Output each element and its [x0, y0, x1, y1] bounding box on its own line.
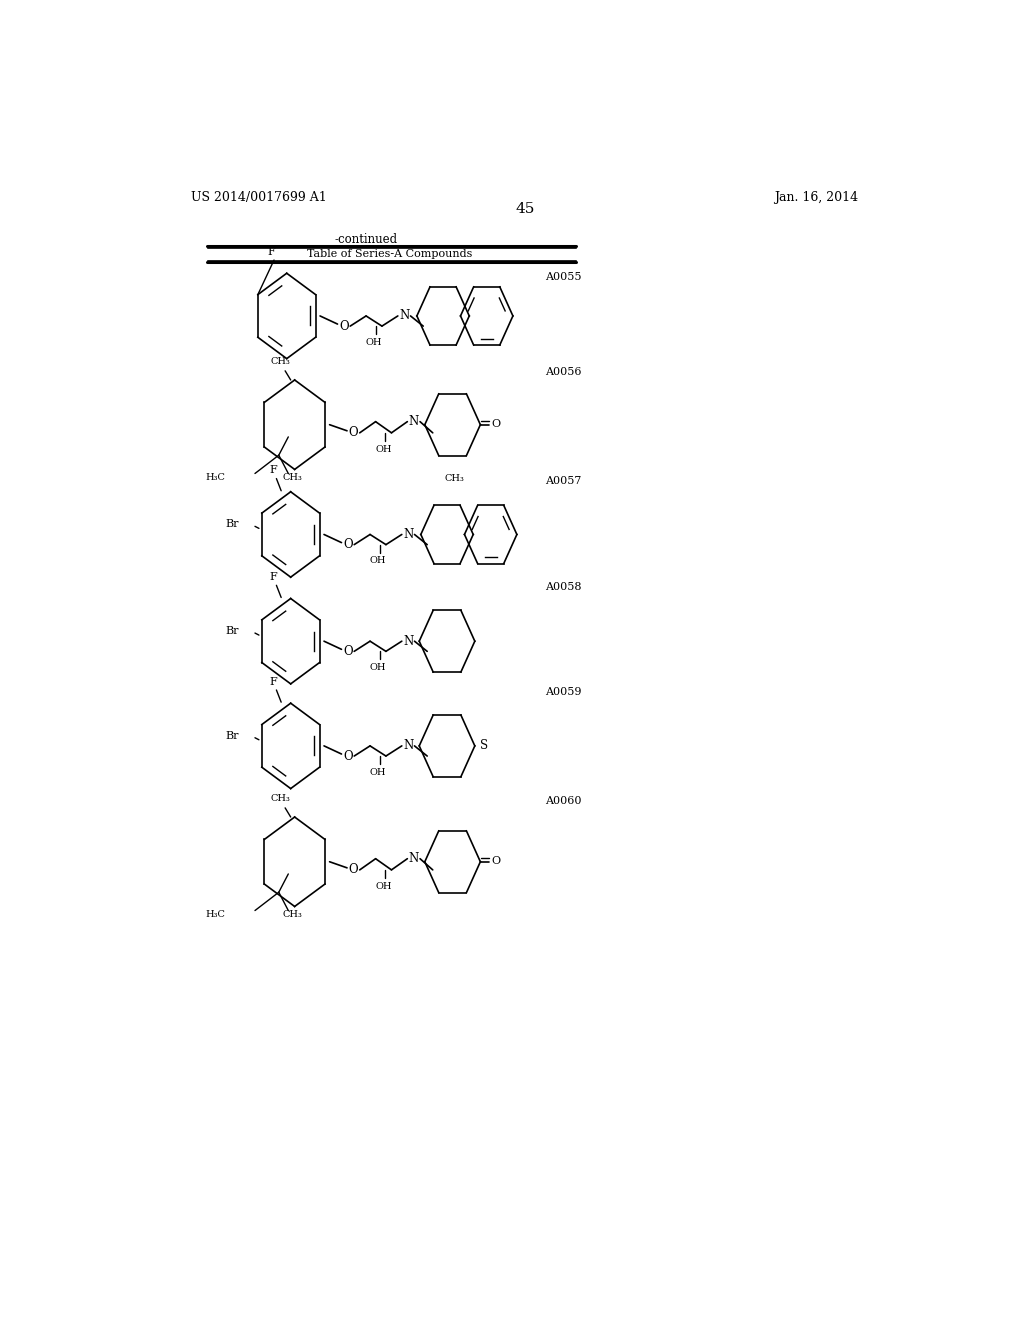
Text: N: N: [409, 416, 419, 428]
Text: A0058: A0058: [545, 582, 582, 593]
Text: O: O: [343, 750, 352, 763]
Text: O: O: [492, 855, 501, 866]
Text: OH: OH: [375, 445, 392, 454]
Text: OH: OH: [370, 768, 386, 776]
Text: CH₃: CH₃: [283, 909, 303, 919]
Text: -continued: -continued: [335, 234, 397, 247]
Text: 45: 45: [515, 202, 535, 216]
Text: Br: Br: [225, 731, 239, 741]
Text: OH: OH: [370, 557, 386, 565]
Text: A0059: A0059: [545, 686, 582, 697]
Text: O: O: [492, 418, 501, 429]
Text: H₃C: H₃C: [205, 909, 225, 919]
Text: O: O: [348, 426, 358, 440]
Text: O: O: [343, 539, 352, 552]
Text: N: N: [403, 739, 414, 752]
Text: A0056: A0056: [545, 367, 582, 376]
Text: N: N: [403, 528, 414, 541]
Text: CH₃: CH₃: [270, 358, 291, 366]
Text: OH: OH: [375, 882, 392, 891]
Text: O: O: [348, 863, 358, 876]
Text: N: N: [403, 635, 414, 648]
Text: OH: OH: [370, 663, 386, 672]
Text: O: O: [343, 645, 352, 657]
Text: N: N: [399, 309, 410, 322]
Text: A0055: A0055: [545, 272, 582, 282]
Text: Jan. 16, 2014: Jan. 16, 2014: [774, 190, 858, 203]
Text: A0057: A0057: [545, 475, 581, 486]
Text: F: F: [269, 466, 278, 475]
Text: OH: OH: [366, 338, 382, 347]
Text: Br: Br: [225, 626, 239, 636]
Text: F: F: [269, 677, 278, 686]
Text: Br: Br: [225, 519, 239, 529]
Text: H₃C: H₃C: [205, 473, 225, 482]
Text: F: F: [267, 247, 274, 257]
Text: Table of Series-A Compounds: Table of Series-A Compounds: [307, 249, 472, 259]
Text: CH₃: CH₃: [283, 473, 303, 482]
Text: CH₃: CH₃: [270, 795, 291, 804]
Text: A0060: A0060: [545, 796, 582, 805]
Text: US 2014/0017699 A1: US 2014/0017699 A1: [191, 190, 328, 203]
Text: CH₃: CH₃: [444, 474, 464, 483]
Text: F: F: [269, 572, 278, 582]
Text: N: N: [409, 853, 419, 865]
Text: O: O: [339, 319, 348, 333]
Text: S: S: [480, 739, 488, 752]
